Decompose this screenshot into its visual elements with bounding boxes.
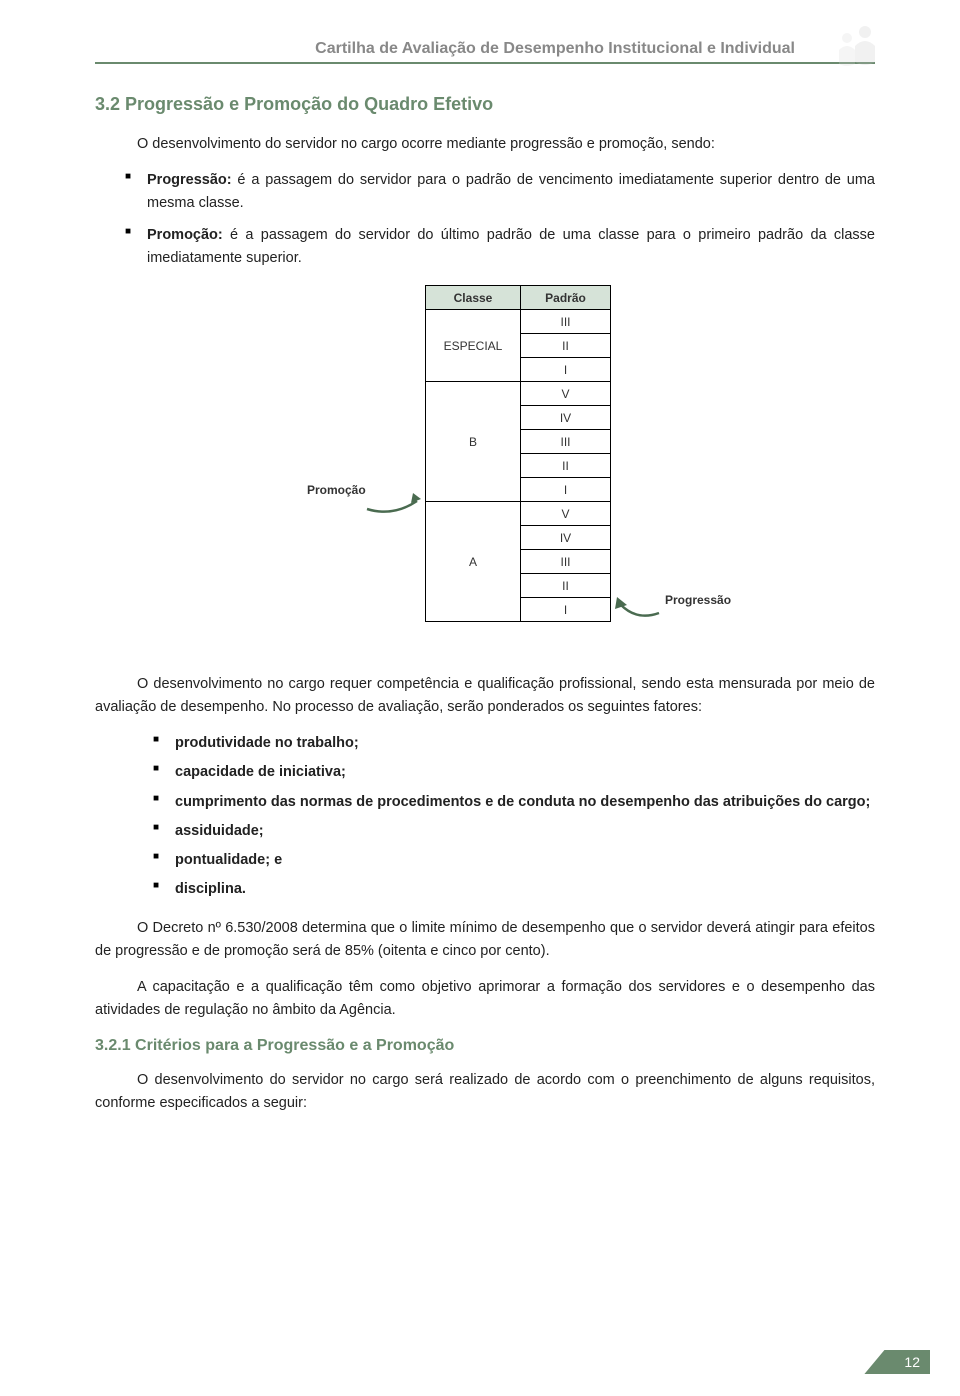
term: Promoção:: [147, 227, 223, 243]
table-header-padrao: Padrão: [521, 286, 611, 310]
bullet-progressao: Progressão: é a passagem do servidor par…: [95, 169, 875, 214]
table-cell: B: [426, 382, 521, 502]
page-number: 12: [864, 1350, 930, 1374]
arrow-progressao-icon: [615, 591, 663, 621]
page-header: Cartilha de Avaliação de Desempenho Inst…: [95, 40, 875, 64]
table-cell: I: [521, 598, 611, 622]
table-cell: III: [521, 310, 611, 334]
criterios-intro: O desenvolvimento do servidor no cargo s…: [95, 1069, 875, 1114]
classe-table: Classe Padrão ESPECIALIII II I BV IV III…: [425, 285, 611, 622]
table-cell: II: [521, 454, 611, 478]
table-cell: II: [521, 334, 611, 358]
table-cell: ESPECIAL: [426, 310, 521, 382]
table-cell: IV: [521, 406, 611, 430]
table-cell: A: [426, 502, 521, 622]
term: Progressão:: [147, 172, 232, 188]
list-item: disciplina.: [95, 878, 875, 901]
list-item: cumprimento das normas de procedimentos …: [95, 791, 875, 814]
logo-icon: [825, 18, 885, 68]
intro-paragraph: O desenvolvimento do servidor no cargo o…: [95, 133, 875, 155]
subsection-heading: 3.2.1 Critérios para a Progressão e a Pr…: [95, 1037, 875, 1055]
table-header-classe: Classe: [426, 286, 521, 310]
table-cell: IV: [521, 526, 611, 550]
list-item: assiduidade;: [95, 820, 875, 843]
factors-list: produtividade no trabalho; capacidade de…: [95, 732, 875, 901]
table-cell: II: [521, 574, 611, 598]
table-cell: V: [521, 382, 611, 406]
header-title: Cartilha de Avaliação de Desempenho Inst…: [95, 40, 875, 58]
document-page: Cartilha de Avaliação de Desempenho Inst…: [0, 0, 960, 1178]
definition-text: é a passagem do servidor do último padrã…: [147, 227, 875, 265]
capacitacao-paragraph: A capacitação e a qualificação têm como …: [95, 976, 875, 1021]
section-heading: 3.2 Progressão e Promoção do Quadro Efet…: [95, 94, 875, 115]
table-cell: I: [521, 478, 611, 502]
after-diagram-text: O desenvolvimento no cargo requer compet…: [95, 673, 875, 718]
table-cell: III: [521, 550, 611, 574]
list-item: produtividade no trabalho;: [95, 732, 875, 755]
definition-text: é a passagem do servidor para o padrão d…: [147, 172, 875, 210]
list-item: pontualidade; e: [95, 849, 875, 872]
bullet-promocao: Promoção: é a passagem do servidor do úl…: [95, 224, 875, 269]
label-promocao: Promoção: [307, 483, 366, 497]
table-cell: I: [521, 358, 611, 382]
arrow-promocao-icon: [363, 487, 423, 515]
label-progressao: Progressão: [665, 593, 731, 607]
table-cell: III: [521, 430, 611, 454]
decreto-paragraph: O Decreto nº 6.530/2008 determina que o …: [95, 917, 875, 962]
table-cell: V: [521, 502, 611, 526]
definition-list: Progressão: é a passagem do servidor par…: [95, 169, 875, 269]
classe-padrao-diagram: Classe Padrão ESPECIALIII II I BV IV III…: [95, 285, 875, 655]
list-item: capacidade de iniciativa;: [95, 761, 875, 784]
